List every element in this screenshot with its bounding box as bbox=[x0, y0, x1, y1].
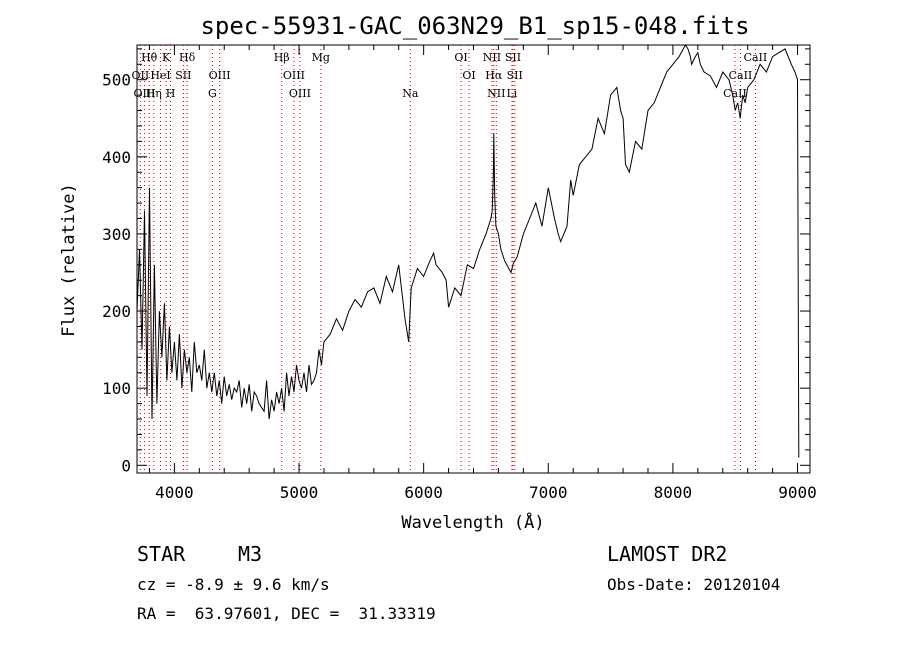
line-marker-label: Hα bbox=[485, 69, 503, 82]
line-marker-label: CaII bbox=[744, 51, 768, 64]
line-marker-label: CaII bbox=[723, 87, 747, 100]
line-marker-label: SII bbox=[507, 69, 523, 82]
line-marker-label: OII bbox=[132, 69, 150, 82]
line-marker-label: H bbox=[166, 87, 176, 100]
x-tick-label: 7000 bbox=[529, 483, 568, 502]
line-marker-label: HeI bbox=[150, 69, 170, 82]
survey-name: LAMOST DR2 bbox=[607, 542, 728, 566]
x-tick-label: 6000 bbox=[404, 483, 443, 502]
object-subclass: M3 bbox=[238, 542, 263, 566]
line-marker-label: Na bbox=[402, 87, 419, 100]
y-tick-label: 400 bbox=[102, 148, 131, 167]
y-tick-label: 0 bbox=[121, 456, 131, 475]
line-marker-label: OIII bbox=[133, 87, 155, 100]
x-tick-label: 9000 bbox=[778, 483, 817, 502]
observation-date: Obs-Date: 20120104 bbox=[607, 575, 781, 594]
line-marker-label: CaII bbox=[729, 69, 753, 82]
line-marker-label: OI bbox=[462, 69, 475, 82]
line-marker-label: OIII bbox=[289, 87, 311, 100]
x-tick-label: 8000 bbox=[654, 483, 693, 502]
line-marker-label: K bbox=[162, 51, 171, 64]
line-marker-label: Hβ bbox=[274, 51, 290, 64]
line-marker-label: Hδ bbox=[179, 51, 196, 64]
y-tick-label: 200 bbox=[102, 302, 131, 321]
line-marker-label: Mg bbox=[312, 51, 330, 64]
line-marker-label: OIII bbox=[283, 69, 305, 82]
chart-title: spec-55931-GAC_063N29_B1_sp15-048.fits bbox=[200, 12, 749, 40]
coordinates: RA = 63.97601, DEC = 31.33319 bbox=[137, 604, 436, 623]
line-marker-label: Li bbox=[506, 87, 517, 100]
y-axis-label: Flux (relative) bbox=[59, 183, 79, 337]
line-marker-label: OI bbox=[454, 51, 467, 64]
axis-ticks: 4000 5000 6000 7000 8000 9000 0 100 200 300 400 500 bbox=[102, 45, 817, 502]
y-tick-label: 300 bbox=[102, 225, 131, 244]
y-tick-label: 100 bbox=[102, 379, 131, 398]
line-marker-label: NII bbox=[487, 87, 505, 100]
line-marker-label: Hη bbox=[146, 87, 162, 100]
line-marker-label: Hθ bbox=[141, 51, 158, 64]
line-marker-label: OIII bbox=[209, 69, 231, 82]
line-marker-label: NII bbox=[483, 51, 501, 64]
plot-frame bbox=[136, 44, 811, 474]
x-tick-label: 5000 bbox=[280, 483, 319, 502]
spectrum-line bbox=[136, 44, 800, 458]
x-tick-label: 4000 bbox=[155, 483, 194, 502]
line-marker-label: G bbox=[208, 87, 217, 100]
line-marker-label: SII bbox=[505, 51, 521, 64]
object-type: STAR bbox=[137, 542, 186, 566]
line-marker-label: SII bbox=[175, 69, 191, 82]
redshift-cz: cz = -8.9 ± 9.6 km/s bbox=[137, 575, 330, 594]
y-tick-label: 500 bbox=[102, 71, 131, 90]
x-axis-label: Wavelength (Å) bbox=[401, 511, 544, 533]
